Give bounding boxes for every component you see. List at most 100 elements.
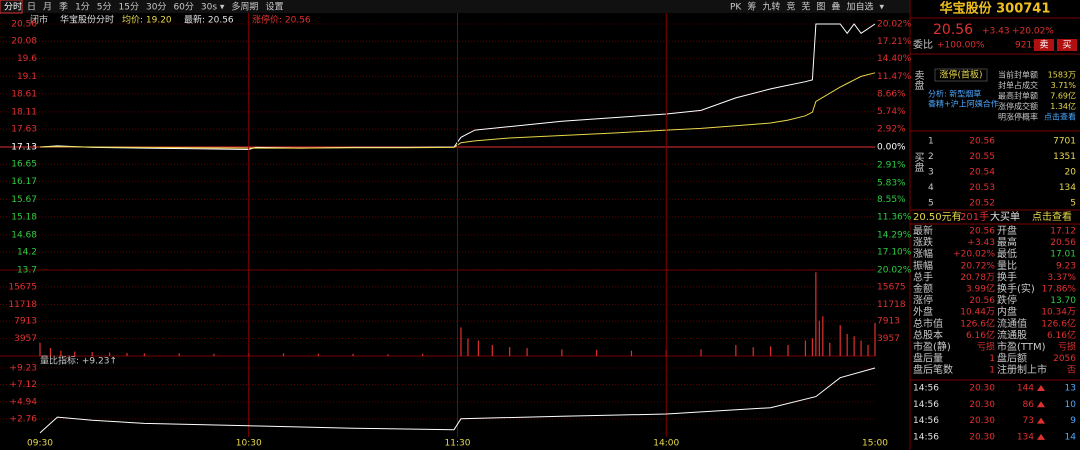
- toolbar-bg: [0, 0, 910, 13]
- bid-level: 3: [928, 168, 934, 178]
- y2-tick-label: 0.00%: [877, 143, 906, 153]
- stat-value: 17.01: [1050, 250, 1076, 260]
- toolbar-tab[interactable]: 1分: [75, 2, 90, 13]
- toolbar-tab[interactable]: 分时: [4, 1, 22, 13]
- stat-value: 126.6亿: [1041, 317, 1076, 329]
- y-tick-label: 16.17: [11, 177, 37, 187]
- x-tick-label: 11:30: [445, 439, 471, 449]
- volume-bar: [526, 348, 528, 356]
- bid-volume: 20: [1065, 168, 1077, 178]
- volume-bar: [853, 336, 855, 356]
- stat-label: 金额: [913, 282, 933, 295]
- big-order[interactable]: 点击查看: [1032, 210, 1072, 223]
- bid-price: 20.52: [969, 199, 995, 209]
- stat-label: 换手(实): [997, 282, 1035, 295]
- volume-bar: [477, 340, 479, 356]
- toolbar-tab[interactable]: 月: [43, 2, 52, 13]
- toolbar-tab[interactable]: 30分: [146, 2, 166, 13]
- toolbar-button[interactable]: 筹: [747, 1, 756, 13]
- toolbar-button[interactable]: ▾: [879, 3, 884, 13]
- volume-bar: [178, 353, 180, 356]
- seal-value: 7.69亿: [1050, 91, 1076, 101]
- toolbar-button[interactable]: 叠: [831, 2, 840, 13]
- stat-label: 总手: [913, 270, 933, 283]
- y2-tick-label: 17.10%: [877, 248, 912, 258]
- toolbar-tab[interactable]: 季: [59, 1, 68, 13]
- series-line: [39, 72, 876, 149]
- volume-bar: [60, 350, 62, 356]
- stat-label: 涨幅: [913, 247, 933, 260]
- bid-level: 1: [928, 137, 934, 147]
- seal-value: 1583万: [1048, 71, 1076, 80]
- toolbar-button[interactable]: 芜: [801, 1, 810, 13]
- stat-label: 跌停: [997, 294, 1017, 307]
- volume-bar: [561, 349, 563, 356]
- stat-value: 1: [989, 366, 995, 376]
- seal-label: 当前封单额: [998, 70, 1038, 80]
- bid-price: 20.55: [969, 152, 995, 162]
- stat-value: 20.78万: [960, 273, 995, 283]
- volume-bar: [108, 352, 111, 356]
- stat-value: 126.6亿: [960, 317, 995, 329]
- toolbar-button[interactable]: 竞: [786, 1, 795, 13]
- stat-label: 量比: [997, 260, 1017, 272]
- y-tick-label: +9.23: [9, 363, 37, 373]
- toolbar-tab[interactable]: 设置: [265, 2, 283, 13]
- seal-value: 3.71%: [1051, 81, 1077, 90]
- x-tick-label: 15:00: [862, 439, 888, 449]
- limit-tag: 涨停(首板): [939, 69, 982, 81]
- stat-label: 流通股: [997, 328, 1027, 341]
- stat-label: 振幅: [913, 259, 933, 272]
- trade-volume: 73: [1023, 416, 1034, 426]
- limit-price: 涨停价: 20.56: [252, 14, 311, 26]
- trade-count: 14: [1065, 432, 1077, 442]
- volume-bar: [509, 347, 511, 356]
- weibi-label: 委比: [913, 38, 933, 51]
- bid-price: 20.54: [969, 168, 995, 178]
- toolbar-button[interactable]: PK: [730, 3, 742, 13]
- sell-button[interactable]: 卖: [1039, 40, 1048, 51]
- stat-label: 外盘: [913, 305, 933, 318]
- stat-value: 20.56: [1050, 238, 1076, 248]
- volume-bar: [860, 340, 862, 356]
- toolbar-tab[interactable]: 日: [27, 2, 36, 13]
- x-tick-label: 14:00: [653, 439, 679, 449]
- trade-time: 14:56: [913, 384, 939, 394]
- buy-button[interactable]: 买: [1062, 40, 1071, 51]
- trade-price: 20.30: [969, 384, 995, 394]
- volume-bar: [49, 348, 52, 356]
- y-tick-label-right: 7913: [877, 317, 900, 327]
- weibi: +100.00%: [937, 41, 985, 51]
- stat-value: 3.99亿: [966, 283, 995, 295]
- toolbar-tab[interactable]: 5分: [97, 2, 112, 13]
- avg-price: 均价: 19.20: [122, 14, 172, 26]
- y2-tick-label: 5.83%: [877, 178, 906, 188]
- y-tick-label-right: 11718: [877, 300, 906, 310]
- stat-label: 涨停: [913, 294, 933, 307]
- toolbar-button[interactable]: 九转: [762, 1, 780, 13]
- toolbar-button[interactable]: 图: [816, 2, 825, 13]
- y-tick-label: 15.18: [11, 212, 37, 222]
- toolbar-tab[interactable]: 30s ▾: [201, 3, 225, 13]
- analysis: 香精+沪上阿姨合作: [928, 99, 999, 109]
- seal-value: 点击查看: [1044, 112, 1076, 122]
- volume-bar: [787, 344, 789, 356]
- volume-bar: [213, 353, 215, 356]
- seal-value: 1.34亿: [1050, 101, 1076, 111]
- stat-value: 20.56: [969, 296, 995, 306]
- series-line: [39, 23, 876, 151]
- stat-value: 否: [1067, 365, 1076, 376]
- volume-bar: [596, 349, 598, 356]
- stat-value: +20.02%: [953, 250, 995, 260]
- toolbar-button[interactable]: 加自选: [846, 1, 873, 13]
- volume-bar: [804, 340, 807, 356]
- y2-tick-label: 8.55%: [877, 195, 906, 205]
- toolbar-tab[interactable]: 60分: [173, 2, 193, 13]
- y-tick-label: 17.13: [11, 143, 37, 153]
- bid-level: 5: [928, 199, 934, 209]
- toolbar-tab[interactable]: 15分: [119, 2, 139, 13]
- bid-volume: 5: [1070, 199, 1076, 209]
- toolbar-tab[interactable]: 多周期: [231, 1, 258, 13]
- stat-value: +3.43: [967, 238, 995, 248]
- y-tick-label-right: 15675: [877, 282, 906, 292]
